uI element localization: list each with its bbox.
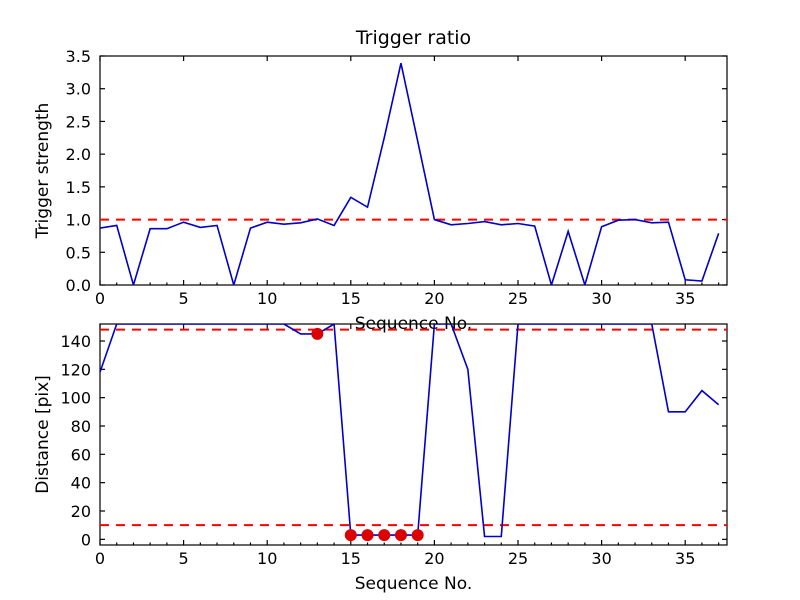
series-clip-group	[100, 63, 727, 285]
data-series-line	[100, 324, 720, 538]
y-tick-label: 1.5	[66, 178, 91, 197]
y-tick-label: 20	[71, 502, 91, 521]
axes-distance: 0 5 10 15 20 25 30 35 0 20 40 60 80 100 120 140 Sequence…	[33, 323, 728, 594]
x-tick-label: 30	[591, 289, 611, 308]
y-tick-label: 2.5	[66, 112, 91, 131]
x-axis-label: Sequence No.	[355, 574, 472, 594]
x-tick-label: 15	[341, 549, 361, 568]
x-tick-label: 5	[179, 549, 189, 568]
outlier-marker	[378, 529, 391, 542]
axes-trigger-ratio: 0 5 10 15 20 25 30 35 0.0 0.5 1.0 1.5 2.0 2.5 3.0 3.5 Tr…	[33, 27, 728, 334]
x-tick-label: 30	[591, 549, 611, 568]
outlier-marker	[361, 529, 374, 542]
y-tick-label: 60	[71, 445, 91, 464]
x-tick-label: 25	[508, 549, 528, 568]
y-tick-label: 100	[60, 389, 91, 408]
y-tick-label: 0.0	[66, 276, 91, 295]
outlier-marker	[394, 529, 407, 542]
x-tick-label: 0	[95, 289, 105, 308]
y-tick-label: 40	[71, 474, 91, 493]
y-tick-label: 80	[71, 417, 91, 436]
outlier-marker	[411, 529, 424, 542]
series-clip-group	[100, 324, 727, 542]
x-tick-label: 10	[257, 549, 277, 568]
y-tick-label: 1.0	[66, 211, 91, 230]
y-tick-label: 3.5	[66, 47, 91, 66]
y-tick-label: 0.5	[66, 243, 91, 262]
y-tick-label: 3.0	[66, 80, 91, 99]
y-axis-label: Distance [pix]	[33, 375, 53, 494]
y-axis-label: Trigger strength	[33, 103, 53, 240]
x-tick-label: 35	[675, 549, 695, 568]
x-tick-label: 35	[675, 289, 695, 308]
x-tick-label: 20	[424, 289, 444, 308]
x-tick-label: 20	[424, 549, 444, 568]
y-tick-label: 120	[60, 360, 91, 379]
x-tick-label: 0	[95, 549, 105, 568]
outlier-marker	[311, 327, 324, 340]
x-tick-label: 15	[341, 289, 361, 308]
y-tick-label: 2.0	[66, 145, 91, 164]
axes-frame	[99, 55, 728, 286]
x-tick-label: 25	[508, 289, 528, 308]
axes-frame	[99, 323, 728, 546]
x-tick-label: 10	[257, 289, 277, 308]
y-tick-label: 140	[60, 332, 91, 351]
x-tick-label: 5	[179, 289, 189, 308]
plot-title: Trigger ratio	[355, 27, 471, 49]
data-series-line	[100, 63, 720, 285]
outlier-marker	[344, 529, 357, 542]
y-tick-label: 0	[81, 530, 91, 549]
